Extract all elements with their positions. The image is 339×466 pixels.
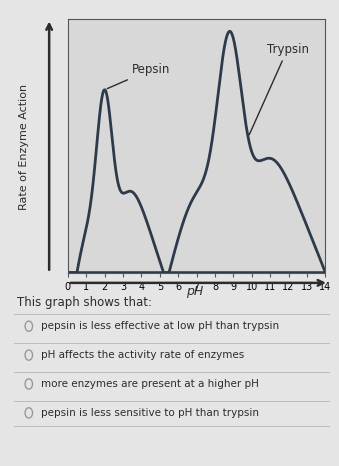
Text: Trypsin: Trypsin [249,42,308,135]
Text: more enzymes are present at a higher pH: more enzymes are present at a higher pH [41,379,259,389]
Text: This graph shows that:: This graph shows that: [17,296,152,309]
Text: pepsin is less sensitive to pH than trypsin: pepsin is less sensitive to pH than tryp… [41,408,259,418]
Text: pH affects the activity rate of enzymes: pH affects the activity rate of enzymes [41,350,244,360]
Text: pH: pH [186,285,203,298]
Text: pepsin is less effective at low pH than trypsin: pepsin is less effective at low pH than … [41,321,279,331]
Text: Pepsin: Pepsin [107,63,171,89]
Text: Rate of Enzyme Action: Rate of Enzyme Action [19,84,29,210]
